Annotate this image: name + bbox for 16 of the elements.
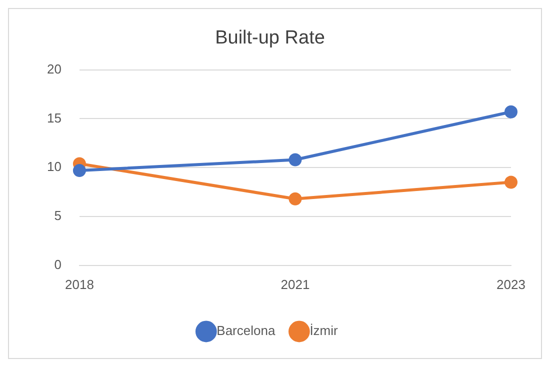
point bbox=[72, 164, 86, 178]
y-tick-label: 20 bbox=[46, 61, 62, 76]
point bbox=[504, 105, 518, 118]
point bbox=[288, 153, 302, 166]
x-tick-label: 2023 bbox=[496, 276, 526, 292]
y-tick-label: 5 bbox=[54, 208, 62, 224]
y-tick-label: 10 bbox=[46, 159, 62, 174]
point bbox=[288, 192, 302, 206]
x-tick-label: 2018 bbox=[65, 276, 94, 292]
point bbox=[504, 176, 518, 189]
x-tick-label: 2021 bbox=[280, 276, 310, 292]
chart-title: Built-up Rate bbox=[215, 28, 325, 49]
y-tick-label: 15 bbox=[46, 110, 62, 126]
legend-label: Barcelona bbox=[216, 323, 276, 338]
legend-label: İzmir bbox=[310, 323, 339, 338]
y-tick-label: 0 bbox=[54, 256, 62, 272]
